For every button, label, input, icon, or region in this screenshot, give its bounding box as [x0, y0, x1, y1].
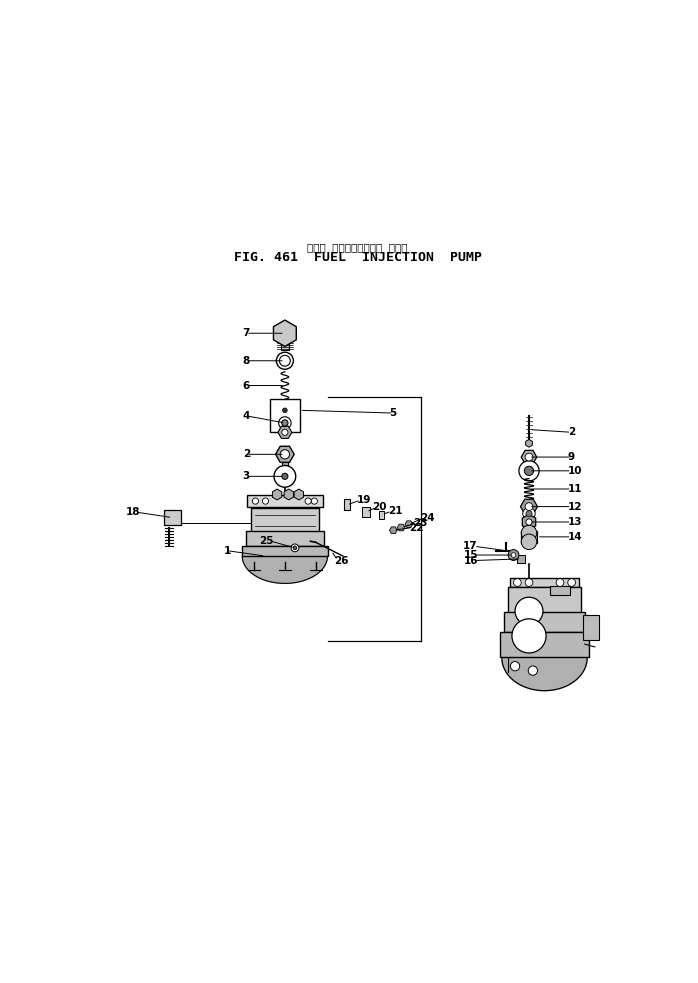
Circle shape: [524, 466, 534, 476]
Text: 1: 1: [223, 546, 230, 555]
FancyBboxPatch shape: [379, 511, 385, 519]
Text: 5: 5: [389, 408, 396, 418]
FancyBboxPatch shape: [517, 554, 525, 563]
FancyBboxPatch shape: [521, 531, 537, 543]
Circle shape: [526, 510, 532, 517]
Polygon shape: [405, 521, 413, 528]
Circle shape: [252, 498, 258, 504]
Text: 7: 7: [243, 328, 250, 338]
Circle shape: [512, 619, 546, 653]
Text: 3: 3: [243, 471, 250, 482]
Circle shape: [276, 352, 293, 370]
FancyBboxPatch shape: [510, 578, 579, 588]
FancyBboxPatch shape: [246, 531, 324, 546]
Text: 2: 2: [567, 428, 575, 437]
Text: 26: 26: [334, 555, 348, 565]
Circle shape: [525, 502, 533, 510]
FancyBboxPatch shape: [507, 587, 581, 613]
Text: 11: 11: [567, 484, 582, 494]
Polygon shape: [502, 658, 587, 691]
Circle shape: [262, 498, 269, 504]
Text: 25: 25: [259, 536, 273, 546]
Text: 6: 6: [243, 380, 250, 390]
Text: 8: 8: [243, 356, 250, 366]
FancyBboxPatch shape: [247, 495, 323, 507]
Circle shape: [293, 546, 297, 549]
Circle shape: [280, 449, 290, 459]
Circle shape: [526, 519, 532, 525]
Circle shape: [282, 420, 288, 426]
FancyBboxPatch shape: [164, 510, 181, 525]
Polygon shape: [521, 499, 537, 514]
Circle shape: [523, 507, 535, 520]
Circle shape: [279, 417, 291, 430]
FancyBboxPatch shape: [282, 457, 288, 466]
Polygon shape: [242, 556, 327, 583]
Polygon shape: [294, 490, 304, 500]
Circle shape: [525, 453, 533, 461]
Polygon shape: [278, 427, 292, 438]
FancyBboxPatch shape: [270, 399, 299, 433]
Polygon shape: [274, 320, 296, 346]
Text: 22: 22: [409, 523, 424, 533]
Polygon shape: [521, 450, 537, 464]
FancyBboxPatch shape: [500, 632, 589, 657]
Circle shape: [556, 579, 564, 587]
Text: 15: 15: [463, 550, 478, 560]
Text: 4: 4: [243, 411, 250, 421]
Circle shape: [515, 598, 543, 625]
Text: 12: 12: [567, 501, 582, 511]
FancyBboxPatch shape: [251, 508, 319, 533]
Circle shape: [528, 665, 537, 675]
Text: FIG. 461  FUEL  INJECTION  PUMP: FIG. 461 FUEL INJECTION PUMP: [234, 252, 482, 264]
Circle shape: [525, 579, 533, 587]
Text: 20: 20: [373, 502, 387, 512]
Circle shape: [508, 549, 519, 560]
Text: 9: 9: [567, 452, 575, 462]
FancyBboxPatch shape: [281, 339, 289, 350]
Circle shape: [567, 579, 575, 587]
Circle shape: [291, 544, 299, 551]
Polygon shape: [284, 490, 293, 500]
Text: 23: 23: [413, 518, 427, 528]
Text: 14: 14: [567, 532, 582, 542]
Text: 17: 17: [463, 542, 478, 551]
Text: 21: 21: [388, 506, 403, 516]
Polygon shape: [522, 514, 535, 530]
Circle shape: [510, 662, 520, 670]
Polygon shape: [272, 490, 282, 500]
Circle shape: [311, 498, 318, 504]
Polygon shape: [526, 439, 533, 447]
Text: 10: 10: [567, 466, 582, 476]
Circle shape: [283, 408, 287, 413]
Polygon shape: [397, 524, 405, 531]
Circle shape: [521, 534, 537, 549]
Polygon shape: [276, 446, 294, 462]
Circle shape: [305, 498, 311, 504]
FancyBboxPatch shape: [550, 586, 570, 596]
Circle shape: [514, 579, 521, 587]
Circle shape: [521, 525, 537, 541]
Circle shape: [282, 430, 288, 435]
FancyBboxPatch shape: [242, 546, 327, 555]
FancyBboxPatch shape: [344, 499, 350, 510]
Text: 24: 24: [420, 512, 435, 523]
Text: 19: 19: [357, 495, 371, 505]
Circle shape: [274, 466, 296, 488]
Text: フェル  インジェクション  ポンプ: フェル インジェクション ポンプ: [308, 242, 408, 252]
Circle shape: [279, 355, 290, 367]
Text: 13: 13: [567, 517, 582, 527]
Polygon shape: [389, 527, 397, 534]
Circle shape: [519, 461, 539, 481]
FancyBboxPatch shape: [584, 615, 599, 640]
FancyBboxPatch shape: [362, 507, 370, 517]
Circle shape: [511, 552, 516, 557]
Text: 18: 18: [126, 507, 140, 517]
Circle shape: [282, 473, 288, 480]
FancyBboxPatch shape: [504, 612, 585, 632]
Text: 2: 2: [243, 449, 250, 459]
FancyBboxPatch shape: [526, 526, 532, 532]
Text: 16: 16: [463, 555, 478, 565]
